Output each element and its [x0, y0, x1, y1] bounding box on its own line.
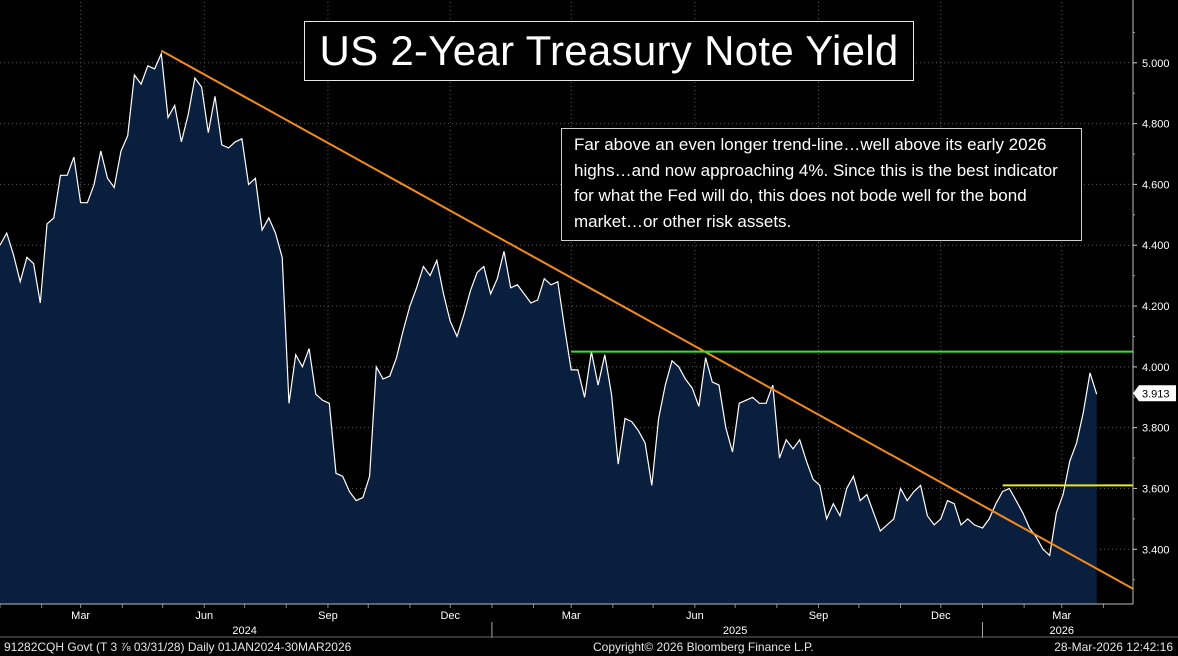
y-tick-label: 5.000 [1142, 58, 1170, 70]
x-tick-label: Sep [809, 610, 829, 622]
x-tick-label: Jun [686, 610, 704, 622]
x-tick-label: Jun [195, 610, 213, 622]
footer: 91282CQH Govt (T 3 ⅞ 03/31/28) Daily 01J… [0, 638, 1178, 656]
annotation-box: Far above an even longer trend-line…well… [561, 128, 1082, 241]
y-tick-label: 3.600 [1142, 483, 1170, 495]
x-tick-label: Sep [318, 610, 338, 622]
trend-lines [160, 49, 1134, 590]
x-tick-label: Mar [71, 610, 90, 622]
x-tick-label: Mar [562, 610, 581, 622]
x-year-label: 2026 [1050, 625, 1074, 637]
chart-title: US 2-Year Treasury Note Yield [304, 21, 914, 81]
axes: 3.400 3.600 3.800 4.000 4.200 4.400 4.600 4.800… [0, 0, 1178, 638]
x-tick-label: Dec [931, 610, 951, 622]
x-tick-label: Mar [1052, 610, 1071, 622]
y-tick-label: 3.800 [1142, 423, 1170, 435]
y-tick-label: 4.600 [1142, 179, 1170, 191]
y-tick-label: 3.400 [1142, 544, 1170, 556]
y-tick-label: 4.400 [1142, 240, 1170, 252]
yield-area [0, 53, 1097, 604]
yield-line [0, 51, 1098, 557]
last-value-label: 3.913 [1142, 388, 1170, 400]
trend-line [160, 49, 1134, 590]
y-tick-label: 4.800 [1142, 119, 1170, 131]
last-value-marker: 3.913 [1133, 385, 1176, 402]
last-value-tag [1133, 385, 1176, 402]
y-tick-label: 4.000 [1142, 362, 1170, 374]
x-year-label: 2024 [232, 625, 256, 637]
x-tick-label: Dec [440, 610, 460, 622]
footer-timestamp: 28-Mar-2026 12:42:16 [1054, 640, 1173, 654]
footer-security: 91282CQH Govt (T 3 ⅞ 03/31/28) Daily 01J… [4, 640, 352, 654]
footer-copyright: Copyright© 2026 Bloomberg Finance L.P. [593, 640, 814, 654]
x-year-label: 2025 [723, 625, 747, 637]
y-tick-label: 4.200 [1142, 301, 1170, 313]
